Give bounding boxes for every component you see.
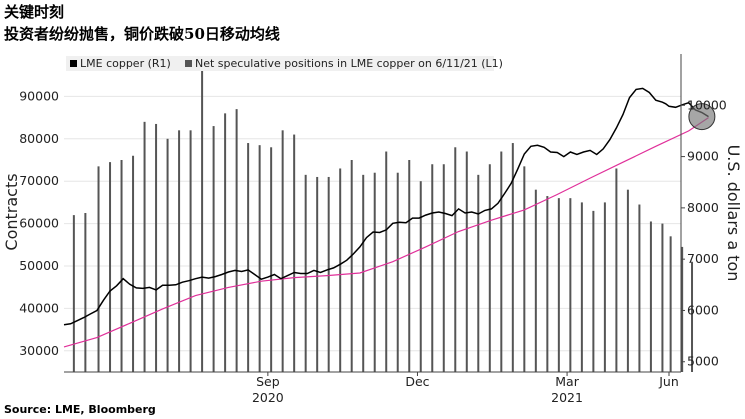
position-bar-5: [132, 155, 135, 372]
left-tick-label-2: 50000: [19, 258, 59, 273]
legend-swatch-price: [70, 60, 77, 67]
position-bar-10: [189, 130, 192, 372]
position-bar-45: [592, 210, 595, 372]
position-bar-16: [258, 145, 261, 372]
price-line: [63, 87, 709, 326]
position-bar-11: [201, 58, 204, 373]
position-bar-27: [385, 151, 388, 372]
position-bar-2: [97, 166, 100, 372]
left-tick-label-5: 80000: [19, 131, 59, 146]
position-bar-12: [212, 126, 215, 372]
position-bar-33: [454, 147, 457, 372]
left-tick-label-1: 40000: [19, 300, 59, 315]
position-bar-48: [626, 189, 629, 372]
position-bar-32: [442, 164, 445, 372]
position-bar-29: [408, 160, 411, 372]
legend-label-price: LME copper (R1): [80, 57, 171, 70]
left-tick-label-6: 90000: [19, 88, 59, 103]
position-bar-38: [511, 143, 514, 372]
right-axis-ticks: 5000 6000 7000 8000 9000 10000: [681, 97, 727, 369]
position-bar-15: [247, 143, 250, 372]
x-month-label-3: Jun: [658, 374, 679, 389]
position-bar-14: [235, 109, 238, 373]
position-bar-13: [224, 113, 227, 373]
ma50-line: [63, 117, 709, 348]
position-bar-34: [465, 151, 468, 372]
position-bar-31: [431, 164, 434, 372]
position-bar-46: [603, 202, 606, 372]
position-bar-22: [327, 176, 330, 372]
position-bar-36: [488, 164, 491, 372]
position-bar-23: [339, 168, 342, 372]
position-bar-39: [523, 166, 526, 372]
chart-subtitle: 投资者纷纷抛售，铜价跌破50日移动均线: [4, 25, 280, 43]
position-bar-53: [681, 246, 684, 372]
position-bar-40: [534, 189, 537, 372]
position-bar-21: [316, 176, 319, 372]
x-month-label-0: Sep: [256, 374, 280, 389]
right-tick-label-0: 5000: [687, 354, 719, 369]
left-tick-label-3: 60000: [19, 216, 59, 231]
position-bar-41: [546, 196, 549, 372]
position-bar-47: [615, 168, 618, 372]
position-bar-51: [661, 223, 664, 372]
position-bar-9: [178, 130, 181, 372]
position-bar-3: [109, 162, 112, 372]
position-bar-6: [143, 121, 146, 372]
right-tick-label-5: 10000: [687, 97, 727, 112]
position-bar-19: [293, 134, 296, 372]
positions-bars: [72, 58, 694, 373]
chart-title: 关键时刻: [4, 3, 65, 21]
left-tick-label-4: 70000: [19, 173, 59, 188]
position-bar-52: [669, 236, 672, 372]
legend-swatch-positions: [185, 60, 192, 67]
x-year-label-0: 2020: [252, 390, 284, 405]
right-tick-label-3: 8000: [687, 200, 719, 215]
position-bar-44: [580, 202, 583, 372]
legend-box: [66, 56, 494, 71]
position-bar-35: [477, 174, 480, 372]
x-year-label-1: 2021: [551, 390, 583, 405]
x-axis-ticks: Sep Dec Mar Jun 2020 2021: [252, 372, 679, 405]
position-bar-42: [557, 198, 560, 372]
position-bar-28: [396, 172, 399, 372]
position-bar-50: [649, 221, 652, 372]
position-bar-37: [500, 151, 503, 372]
legend-label-positions: Net speculative positions in LME copper …: [195, 57, 503, 70]
source-note: Source: LME, Bloomberg: [4, 403, 156, 416]
right-tick-label-2: 7000: [687, 251, 719, 266]
right-axis-label: U.S. dollars a ton: [724, 145, 743, 282]
left-axis-ticks: 30000 40000 50000 60000 70000 80000 90000: [19, 88, 59, 357]
position-bar-54: [691, 261, 694, 372]
x-month-label-2: Mar: [555, 374, 579, 389]
x-month-label-1: Dec: [405, 374, 429, 389]
position-bar-0: [72, 215, 75, 372]
position-bar-1: [84, 213, 87, 372]
legend: LME copper (R1) Net speculative position…: [66, 56, 503, 71]
position-bar-43: [569, 198, 572, 372]
left-tick-label-0: 30000: [19, 343, 59, 358]
position-bar-17: [270, 147, 273, 372]
right-tick-label-1: 6000: [687, 302, 719, 317]
position-bar-7: [155, 123, 158, 373]
position-bar-30: [419, 181, 422, 372]
position-bar-8: [166, 138, 169, 372]
position-bar-26: [373, 172, 376, 372]
right-tick-label-4: 9000: [687, 149, 719, 164]
highlight-circle: [688, 103, 716, 131]
position-bar-25: [362, 174, 365, 372]
position-bar-49: [638, 204, 641, 372]
position-bar-24: [350, 160, 353, 372]
position-bar-18: [281, 130, 284, 372]
position-bar-4: [120, 160, 123, 372]
left-axis-label: Contracts: [2, 173, 21, 250]
